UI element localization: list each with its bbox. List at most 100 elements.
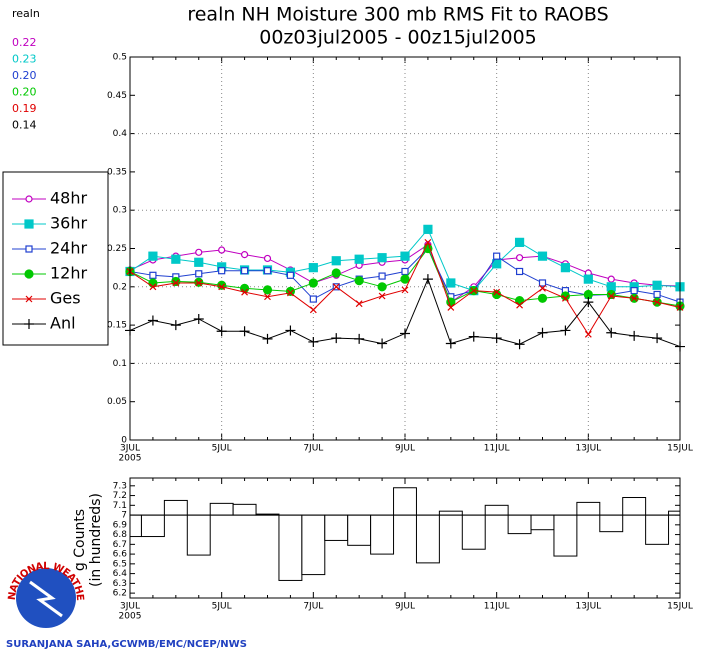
marker-shape (216, 326, 227, 337)
data-point (606, 289, 616, 300)
data-point (240, 267, 249, 275)
count-bar (209, 502, 234, 516)
x-tick-label: 9JUL (395, 602, 415, 612)
data-point (583, 274, 593, 284)
stats-label: realn (12, 7, 40, 20)
data-point (400, 328, 410, 339)
data-point (539, 284, 546, 292)
x-tick-label: 5JUL (212, 444, 232, 454)
data-point (491, 333, 502, 344)
marker-shape (583, 274, 593, 284)
marker-shape (492, 259, 502, 269)
marker-shape (195, 270, 203, 278)
data-point (422, 274, 433, 285)
y-tick-label: 0.25 (107, 244, 127, 254)
data-point (537, 293, 548, 303)
data-point (583, 297, 594, 308)
marker-shape (584, 330, 592, 338)
marker-shape (195, 248, 203, 256)
marker-shape (583, 297, 594, 308)
data-point (262, 333, 273, 344)
data-point (285, 325, 296, 336)
marker-shape (423, 224, 433, 234)
marker-shape (332, 283, 340, 291)
y-tick-label: 6.3 (113, 579, 127, 589)
count-bar (599, 514, 624, 533)
data-point (147, 315, 158, 326)
legend-marker (25, 295, 33, 303)
data-point (445, 338, 456, 349)
marker-shape (515, 254, 524, 262)
data-point (195, 248, 203, 256)
marker-shape (652, 333, 663, 344)
data-point (309, 295, 317, 303)
x-tick-label: 11JUL (484, 444, 510, 454)
data-point (263, 267, 272, 275)
marker-shape (539, 284, 546, 292)
data-point (172, 279, 180, 287)
count-bar (484, 504, 509, 516)
data-point (193, 313, 204, 324)
marker-shape (354, 254, 364, 264)
marker-shape (286, 271, 295, 279)
data-point (493, 252, 501, 260)
marker-shape (148, 278, 158, 288)
data-point (148, 251, 158, 261)
stat-value: 0.20 (12, 69, 37, 82)
count-bar (370, 514, 395, 555)
marker-shape (354, 333, 365, 344)
x-tick-label: 5JUL (212, 602, 232, 612)
marker-shape (607, 275, 615, 283)
count-bar (576, 501, 601, 516)
legend-label: Anl (50, 314, 76, 333)
marker-shape (194, 257, 204, 267)
marker-shape (285, 286, 296, 296)
data-point (629, 330, 640, 341)
data-point (218, 246, 226, 254)
count-bar (140, 514, 165, 538)
legend-label: 48hr (50, 189, 88, 208)
y-tick-label: 0.05 (107, 397, 127, 407)
marker-shape (378, 272, 386, 280)
marker-shape (538, 279, 547, 287)
marker-shape (560, 263, 571, 273)
data-point (286, 271, 295, 279)
marker-shape (262, 333, 273, 344)
marker-shape (171, 254, 181, 264)
marker-shape (630, 287, 638, 295)
legend-label: 24hr (50, 239, 88, 258)
y-tick-label: 6.8 (113, 530, 128, 540)
marker-shape (652, 280, 662, 290)
x-tick-label: 3JUL (120, 444, 140, 454)
marker-shape (537, 251, 548, 261)
marker-shape (560, 325, 571, 336)
marker-shape (331, 333, 342, 344)
marker-shape (493, 252, 501, 260)
data-point (170, 320, 181, 331)
data-point (584, 330, 592, 338)
data-point (377, 253, 387, 263)
marker-shape (491, 333, 502, 344)
legend-marker (25, 195, 33, 203)
data-point (493, 288, 501, 296)
marker-shape (331, 256, 341, 266)
data-point (332, 283, 340, 291)
data-point (652, 280, 662, 290)
marker-shape (172, 279, 180, 287)
marker-shape (149, 283, 157, 291)
data-point (516, 301, 524, 309)
marker-shape (653, 290, 661, 299)
data-point (194, 257, 204, 267)
data-point (492, 259, 502, 269)
marker-shape (377, 338, 388, 349)
count-bar (553, 514, 578, 557)
marker-shape (447, 304, 455, 311)
data-point (263, 254, 272, 263)
marker-shape (218, 283, 226, 291)
marker-shape (195, 279, 203, 287)
data-point (401, 286, 409, 294)
data-point (537, 327, 548, 338)
count-bar (232, 503, 257, 516)
marker-shape (309, 295, 317, 303)
chart-title: realn NH Moisture 300 mb RMS Fit to RAOB… (187, 4, 608, 26)
